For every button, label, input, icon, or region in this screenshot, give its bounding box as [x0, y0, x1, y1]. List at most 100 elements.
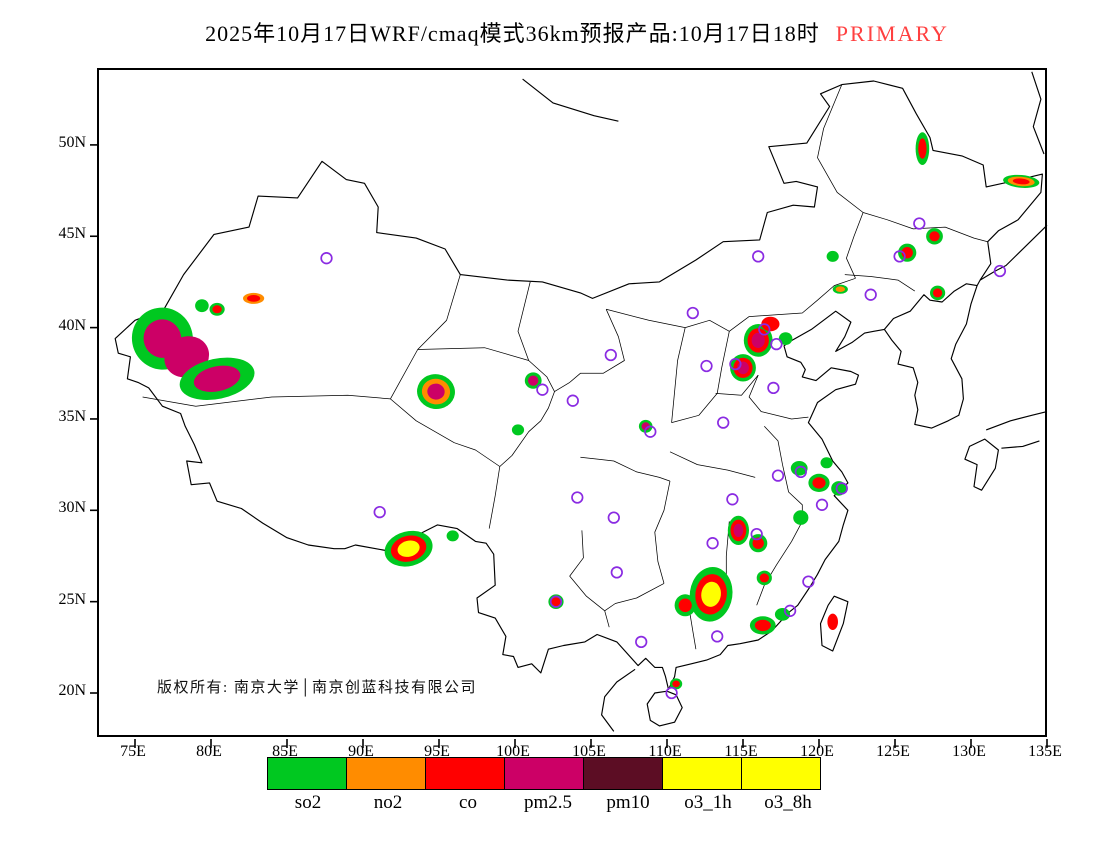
- city-marker-circle: [549, 595, 563, 608]
- city-marker-circle: [644, 425, 657, 438]
- pollutant-patch: [638, 419, 653, 433]
- province-border: [417, 347, 555, 467]
- x-axis-label: 120E: [800, 743, 834, 760]
- x-axis-label: 135E: [1028, 743, 1062, 760]
- province-border: [764, 426, 803, 542]
- title-highlight: PRIMARY: [835, 21, 949, 46]
- legend-swatch-o3_8h: [741, 757, 821, 790]
- city-marker-circle: [783, 604, 797, 617]
- pollutant-patch: [774, 608, 791, 621]
- patch-layer-so2: [195, 299, 209, 313]
- y-axis-label: 40N: [58, 316, 86, 334]
- province-border: [685, 277, 856, 332]
- pollutant-patch: [832, 284, 848, 294]
- pollutant-patch: [209, 302, 225, 316]
- province-border: [654, 481, 671, 584]
- province-border: [671, 327, 686, 423]
- province-border: [580, 456, 671, 482]
- city-marker-circle: [610, 566, 623, 579]
- patch-layer-pm2.5: [751, 332, 765, 348]
- city-marker-circle: [770, 337, 783, 351]
- patch-layer-so2: [831, 481, 847, 496]
- legend-color-bar: [267, 757, 821, 790]
- city-marker-circle: [726, 493, 739, 506]
- pollutant-patch: [749, 616, 776, 635]
- x-axis-label: 85E: [272, 743, 298, 760]
- city-marker-circle: [536, 383, 549, 396]
- pollutant-patch: [831, 481, 847, 496]
- city-marker-circle: [686, 306, 699, 320]
- city-marker-circle: [993, 264, 1007, 278]
- pollutant-patch: [808, 473, 830, 492]
- patch-layer-so2: [826, 250, 839, 262]
- patch-layer-so2: [511, 424, 525, 436]
- china-map-canvas: [90, 71, 1048, 748]
- pollutant-patch: [898, 243, 917, 262]
- city-marker-circle: [815, 498, 829, 511]
- city-marker-circle: [913, 217, 926, 230]
- province-border: [604, 583, 665, 612]
- neighbor-coastline: [979, 224, 1048, 281]
- patch-layer-no2: [835, 286, 845, 292]
- y-axis-label: 30N: [58, 499, 86, 517]
- patch-layer-co: [678, 598, 692, 613]
- pollutant-patch: [1003, 174, 1040, 188]
- copyright-text: 版权所有: 南京大学│南京创蓝科技有限公司: [157, 680, 478, 696]
- map-frame: 版权所有: 南京大学│南京创蓝科技有限公司: [90, 68, 1048, 748]
- patch-layer-co: [918, 138, 927, 159]
- legend-label-o3_1h: o3_1h: [684, 792, 732, 813]
- patch-layer-co: [1012, 178, 1030, 185]
- legend-label-pm2.5: pm2.5: [523, 792, 573, 813]
- city-marker-circle: [893, 250, 906, 263]
- patch-layer-co: [752, 537, 764, 549]
- patch-layer-so2: [778, 332, 793, 345]
- x-axis-label: 125E: [876, 743, 910, 760]
- x-axis-label: 90E: [348, 743, 374, 760]
- patch-layer-pm2.5: [641, 422, 650, 431]
- x-axis-label: 115E: [724, 743, 758, 760]
- province-border: [142, 394, 391, 407]
- city-marker-circle: [752, 250, 765, 263]
- patch-layer-o3_1h: [397, 540, 420, 557]
- pollutant-patch: [195, 299, 209, 313]
- patch-layer-so2: [774, 608, 791, 621]
- pollutant-patch: [179, 357, 255, 400]
- province-border: [488, 466, 501, 529]
- legend-swatch-pm10: [583, 757, 663, 790]
- pollutant-patch: [930, 285, 946, 301]
- province-border: [715, 374, 759, 396]
- pollutant-patch: [689, 567, 733, 622]
- pollutant-patch: [778, 332, 793, 345]
- pollutant-patch: [827, 613, 838, 630]
- pollutant-patch: [761, 316, 780, 332]
- patch-layer-so2: [820, 457, 833, 469]
- province-border: [554, 309, 625, 392]
- patch-layer-co: [929, 231, 940, 242]
- city-marker-circle: [320, 252, 333, 265]
- patch-layer-co: [212, 305, 222, 314]
- patch-layer-pm2.5: [733, 523, 744, 538]
- y-axis-label: 20N: [58, 682, 86, 699]
- legend-swatch-pm2.5: [504, 757, 584, 790]
- patch-layer-co: [247, 295, 261, 302]
- legend-label-so2: so2: [294, 792, 322, 813]
- y-axis-label: 35N: [58, 407, 86, 425]
- legend-label-o3_8h: o3_8h: [764, 792, 812, 813]
- x-axis-label: 80E: [196, 743, 222, 760]
- patch-layer-pm2.5: [427, 383, 445, 400]
- pollutant-patch: [727, 515, 749, 545]
- y-axis-label: 45N: [58, 225, 86, 243]
- legend-label-no2: no2: [373, 792, 403, 813]
- neighbor-coastline: [522, 78, 619, 122]
- city-marker-circle: [729, 357, 742, 371]
- patch-layer-so2: [446, 530, 459, 542]
- city-marker-circle: [802, 575, 815, 588]
- city-marker-circle: [758, 323, 771, 336]
- patch-layer-co: [754, 619, 771, 632]
- legend-swatch-so2: [267, 757, 347, 790]
- city-marker-circle: [566, 394, 579, 407]
- patch-layer-co: [672, 680, 680, 688]
- province-border: [669, 451, 756, 478]
- legend-swatch-no2: [346, 757, 426, 790]
- city-marker-circle: [771, 469, 785, 482]
